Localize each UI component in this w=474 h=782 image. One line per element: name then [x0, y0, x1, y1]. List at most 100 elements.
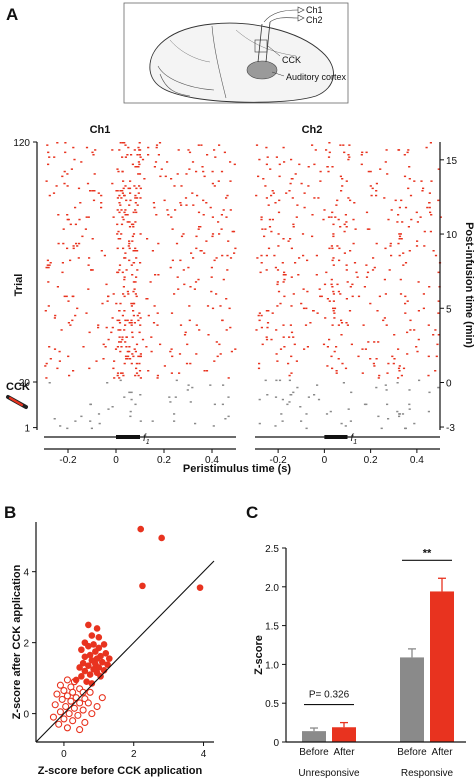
- spike-mark: [63, 170, 66, 173]
- spike-mark: [307, 185, 310, 187]
- spike-mark: [45, 377, 48, 379]
- spike-mark: [335, 372, 338, 374]
- spike-mark: [229, 257, 233, 259]
- spike-mark: [72, 295, 75, 298]
- spike-mark: [80, 161, 83, 163]
- trial-tick-label: 20: [19, 378, 31, 389]
- spike-mark: [427, 410, 430, 413]
- spike-mark: [116, 190, 119, 192]
- spike-mark: [133, 149, 136, 151]
- spike-mark: [282, 336, 285, 338]
- spike-mark: [72, 146, 75, 149]
- scatter-point-open: [84, 699, 92, 707]
- scatter-point-open: [53, 690, 61, 698]
- spike-mark: [101, 302, 104, 305]
- brain-fold-2: [169, 39, 211, 63]
- spike-mark: [118, 336, 121, 338]
- spike-mark: [437, 334, 440, 336]
- spike-mark: [273, 254, 276, 257]
- spike-mark: [436, 343, 439, 346]
- spike-mark: [146, 238, 149, 240]
- spike-mark: [124, 319, 127, 322]
- spike-mark: [265, 269, 268, 271]
- spike-mark: [48, 194, 51, 197]
- spike-mark: [170, 348, 173, 350]
- spike-mark: [134, 197, 137, 199]
- spike-mark: [98, 422, 101, 425]
- spike-mark: [119, 142, 122, 144]
- spike-mark: [127, 355, 130, 358]
- spike-mark: [123, 211, 126, 214]
- spike-mark: [123, 362, 126, 365]
- spike-mark: [123, 142, 126, 144]
- spike-mark: [68, 374, 71, 377]
- spike-mark: [167, 214, 170, 216]
- spike-mark: [355, 271, 358, 274]
- spike-mark: [115, 302, 118, 305]
- spike-mark: [122, 180, 125, 182]
- spike-mark: [64, 142, 67, 144]
- spike-mark: [398, 233, 401, 235]
- spike-mark: [120, 223, 124, 226]
- spike-mark: [187, 149, 190, 151]
- raster-x-tick-label: -0.2: [270, 455, 288, 466]
- spike-mark: [125, 336, 128, 338]
- spike-mark: [139, 377, 142, 379]
- spike-mark: [402, 264, 405, 266]
- spike-mark: [199, 226, 202, 228]
- spike-mark: [133, 288, 136, 290]
- spike-mark: [195, 324, 198, 326]
- spike-mark: [137, 374, 140, 377]
- schematic-label-auditory: Auditory cortex: [286, 72, 347, 82]
- spike-mark: [138, 362, 141, 365]
- spike-mark: [409, 319, 412, 322]
- spike-mark: [182, 269, 185, 271]
- scatter-point-open: [62, 702, 70, 711]
- spike-mark: [74, 223, 77, 226]
- stimulus-label: f1: [143, 433, 150, 446]
- spike-mark: [155, 146, 158, 149]
- spike-mark: [341, 362, 344, 365]
- spike-mark: [332, 307, 335, 310]
- spike-mark: [94, 149, 97, 151]
- spike-mark: [333, 312, 336, 314]
- spike-mark: [73, 158, 76, 161]
- cck-marker-label: CCK: [6, 381, 30, 393]
- spike-mark: [120, 346, 123, 348]
- spike-mark: [292, 293, 295, 295]
- spike-mark: [266, 326, 269, 329]
- spike-mark: [206, 305, 210, 307]
- spike-mark: [111, 406, 114, 408]
- spike-mark: [139, 149, 142, 151]
- spike-mark: [271, 190, 274, 192]
- spike-mark: [225, 329, 228, 331]
- spike-mark: [88, 257, 91, 259]
- spike-mark: [202, 199, 205, 202]
- spike-mark: [396, 221, 399, 223]
- spike-mark: [413, 422, 416, 425]
- spike-mark: [375, 182, 378, 185]
- spike-mark: [388, 269, 391, 271]
- spike-mark: [121, 192, 124, 194]
- spike-mark: [391, 355, 394, 358]
- spike-mark: [120, 233, 123, 235]
- spike-mark: [402, 367, 406, 370]
- spike-mark: [357, 355, 360, 358]
- spike-mark: [211, 233, 215, 235]
- spike-mark: [338, 247, 341, 250]
- spike-mark: [372, 257, 375, 259]
- spike-mark: [340, 190, 343, 192]
- spike-mark: [343, 223, 346, 226]
- spike-mark: [61, 175, 64, 178]
- spike-mark: [120, 372, 123, 374]
- spike-mark: [276, 360, 279, 362]
- spike-mark: [86, 182, 90, 185]
- spike-mark: [93, 173, 96, 175]
- spike-mark: [133, 322, 136, 324]
- spike-mark: [119, 329, 122, 331]
- spike-mark: [219, 353, 222, 355]
- spike-mark: [363, 286, 366, 288]
- spike-mark: [121, 314, 124, 317]
- spike-mark: [371, 187, 374, 190]
- spike-mark: [375, 358, 378, 360]
